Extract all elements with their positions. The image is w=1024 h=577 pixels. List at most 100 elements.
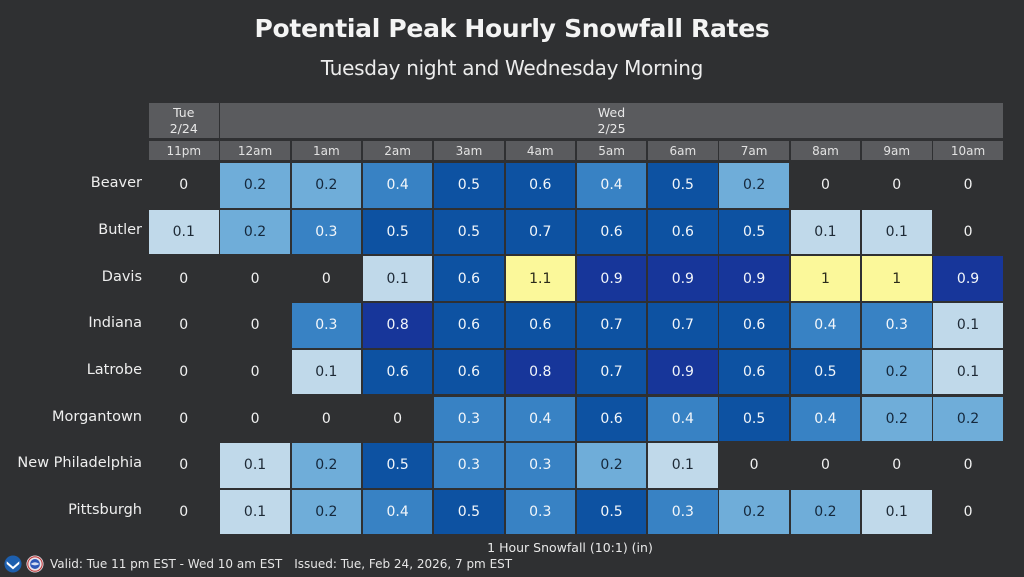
row-label: Pittsburgh: [68, 502, 142, 519]
heatmap-cell: 0.5: [434, 163, 504, 208]
heatmap-cell: 0.5: [790, 349, 861, 395]
row-label: Beaver: [90, 175, 142, 192]
heatmap-cell: 0.6: [576, 209, 647, 255]
heatmap-cell: 0.7: [505, 209, 575, 255]
heatmap-cell: 0.9: [933, 256, 1003, 301]
heatmap-cell: 0.5: [434, 209, 504, 255]
heatmap-cell: 0.3: [648, 489, 718, 535]
heatmap-cell: 0.5: [362, 209, 433, 255]
hour-header: 1am: [291, 141, 362, 160]
heatmap-cell: 0: [933, 489, 1003, 535]
row-label: Indiana: [88, 315, 142, 332]
heatmap-cell: 0.1: [790, 209, 861, 255]
heatmap-cell: 0.6: [719, 349, 789, 395]
heatmap-cell: 0: [149, 349, 219, 395]
heatmap-cell: 0.1: [291, 349, 362, 395]
day-header-name: Wed: [597, 104, 626, 120]
day-header: Wed 2/25: [220, 103, 1003, 138]
heatmap-cell: 0: [149, 489, 219, 535]
heatmap-cell: 0.2: [862, 396, 932, 441]
heatmap-cell: 0.2: [862, 349, 932, 395]
heatmap-cell: 0: [149, 443, 219, 488]
issued-time-text: Issued: Tue, Feb 24, 2026, 7 pm EST: [294, 557, 513, 571]
heatmap-cell: 0.4: [790, 396, 861, 441]
heatmap-cell: 0.2: [291, 163, 362, 208]
heatmap-cell: 0.6: [434, 349, 504, 395]
row-label: Latrobe: [86, 362, 142, 379]
footer: Valid: Tue 11 pm EST - Wed 10 am EST Iss…: [4, 555, 512, 573]
heatmap-cell: 0.3: [434, 443, 504, 488]
chart-subtitle: Tuesday night and Wednesday Morning: [320, 56, 704, 80]
heatmap-cell: 0: [933, 443, 1003, 488]
heatmap-cell: 0.3: [505, 443, 575, 488]
heatmap-cell: 0.4: [648, 396, 718, 441]
hour-header: 7am: [719, 141, 789, 160]
valid-time-text: Valid: Tue 11 pm EST - Wed 10 am EST: [50, 557, 283, 571]
heatmap-cell: 0.1: [220, 443, 290, 488]
hour-header: 12am: [220, 141, 290, 160]
heatmap-cell: 0.2: [576, 443, 647, 488]
hour-header: 6am: [648, 141, 718, 160]
heatmap-cell: 0.6: [576, 396, 647, 441]
heatmap-cell: 0.6: [505, 303, 575, 348]
heatmap-cell: 0: [790, 443, 861, 488]
hour-header: 3am: [434, 141, 504, 160]
chart-title: Potential Peak Hourly Snowfall Rates: [254, 14, 770, 43]
heatmap-cell: 0: [291, 396, 362, 441]
heatmap-cell: 0: [933, 163, 1003, 208]
hour-header: 2am: [362, 141, 433, 160]
row-label: Davis: [101, 268, 142, 285]
heatmap-cell: 0: [220, 396, 290, 441]
heatmap-cell: 0: [220, 349, 290, 395]
heatmap-cell: 1: [790, 256, 861, 301]
heatmap-cell: 0.1: [149, 209, 219, 255]
row-label: Butler: [98, 221, 142, 238]
heatmap-cell: 0.8: [362, 303, 433, 348]
hour-header: 11pm: [149, 141, 219, 160]
heatmap-cell: 0: [149, 163, 219, 208]
heatmap-cell: 0.5: [362, 443, 433, 488]
heatmap-cell: 0: [862, 443, 932, 488]
heatmap-cell: 0: [862, 163, 932, 208]
heatmap-cell: 0.2: [933, 396, 1003, 441]
row-label: Morgantown: [52, 408, 142, 425]
heatmap-cell: 0: [362, 396, 433, 441]
heatmap-cell: 0.7: [576, 303, 647, 348]
heatmap-cell: 0.5: [576, 489, 647, 535]
hour-header: 8am: [790, 141, 861, 160]
hour-header: 5am: [576, 141, 647, 160]
heatmap-cell: 0.1: [362, 256, 433, 301]
heatmap-cell: 0: [220, 256, 290, 301]
day-header-name: Tue: [173, 104, 195, 120]
heatmap-cell: 1: [862, 256, 932, 301]
heatmap-cell: 0.1: [648, 443, 718, 488]
heatmap-cell: 0: [149, 303, 219, 348]
heatmap-cell: 0.2: [790, 489, 861, 535]
heatmap-cell: 0.3: [434, 396, 504, 441]
heatmap-cell: 0: [719, 443, 789, 488]
heatmap-cell: 0.1: [862, 489, 932, 535]
heatmap-cell: 0.4: [790, 303, 861, 348]
heatmap-cell: 0.8: [505, 349, 575, 395]
heatmap-cell: 0.4: [505, 396, 575, 441]
heatmap-cell: 0.5: [719, 396, 789, 441]
nws-logo-icon: [26, 555, 44, 573]
heatmap-cell: 0.6: [362, 349, 433, 395]
heatmap-cell: 0: [933, 209, 1003, 255]
heatmap-cell: 0: [790, 163, 861, 208]
hour-header: 10am: [933, 141, 1003, 160]
row-label: New Philadelphia: [17, 455, 142, 472]
heatmap-cell: 0.6: [434, 303, 504, 348]
heatmap-cell: 0.9: [648, 256, 718, 301]
heatmap-cell: 0.3: [291, 303, 362, 348]
day-header-date: 2/24: [169, 120, 198, 136]
heatmap-cell: 0: [291, 256, 362, 301]
heatmap-cell: 0.6: [434, 256, 504, 301]
heatmap-cell: 0.6: [648, 209, 718, 255]
heatmap-cell: 0.9: [719, 256, 789, 301]
heatmap-cell: 0.3: [291, 209, 362, 255]
hour-header: 4am: [505, 141, 575, 160]
heatmap-cell: 0.5: [434, 489, 504, 535]
heatmap-cell: 0.9: [648, 349, 718, 395]
